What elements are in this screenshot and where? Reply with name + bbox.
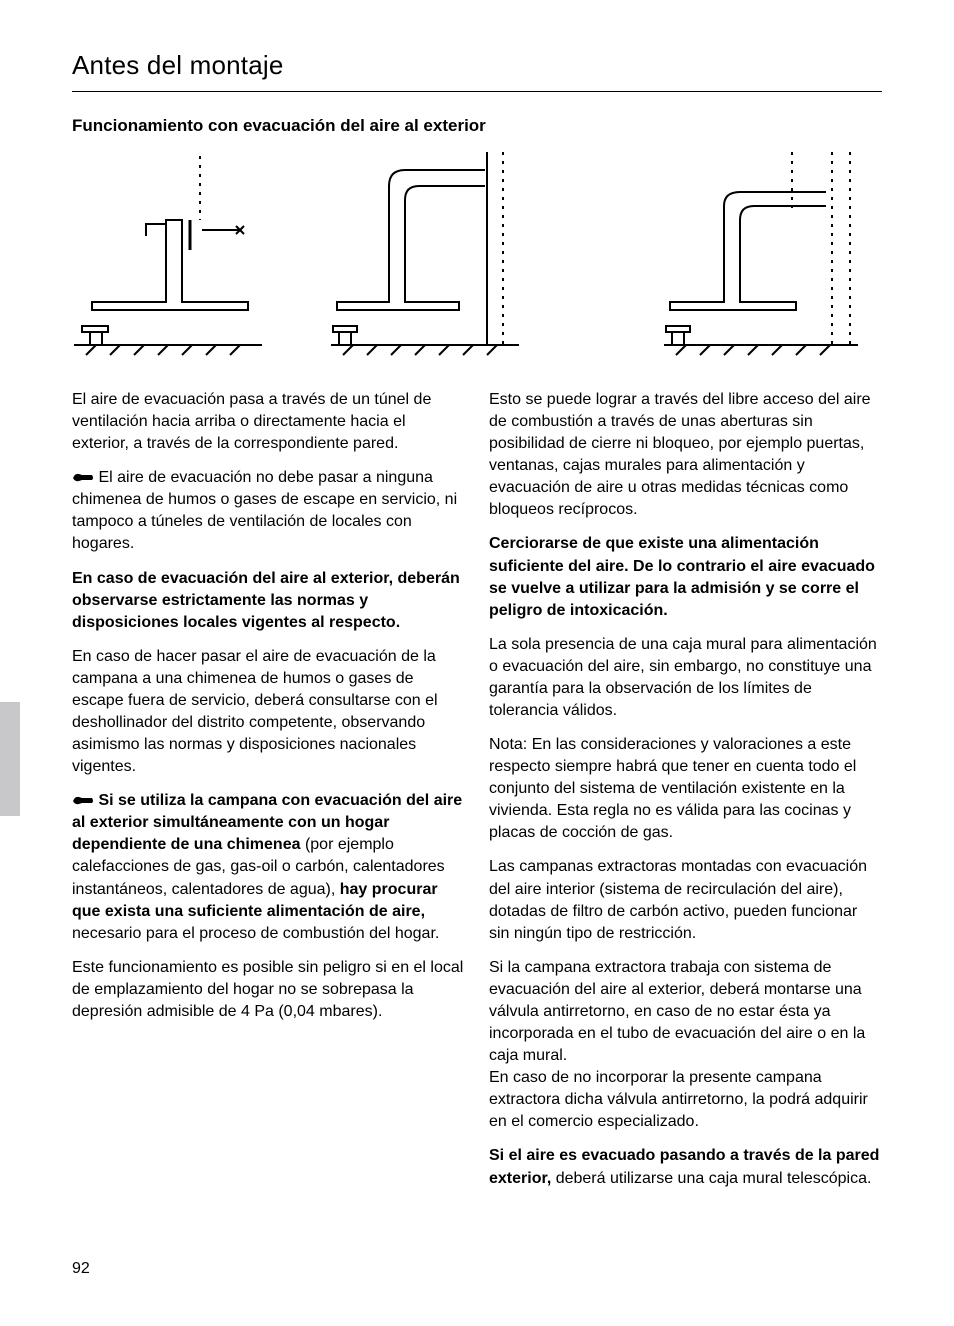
column-right: Esto se puede lograr a través del libre … bbox=[489, 389, 882, 1202]
page-number: 92 bbox=[72, 1260, 90, 1278]
hand-icon bbox=[72, 792, 98, 809]
p-cerciorarse: Cerciorarse de que existe una alimenta­c… bbox=[489, 533, 882, 621]
p-aire-evacuacion: El aire de evacuación pasa a través de u… bbox=[72, 389, 465, 455]
p7-text: deberá utilizarse una caja mural telescó… bbox=[551, 1170, 871, 1187]
diagram-row bbox=[72, 150, 882, 365]
p-simultaneo: Si se utiliza la campana con evacuación … bbox=[72, 790, 465, 945]
text-no-chimenea: El aire de evacuación no debe pasar a ni… bbox=[72, 469, 457, 552]
diagram-exhaust-vertical bbox=[72, 150, 292, 365]
p-valvula: Si la campana extractora trabaja con sis… bbox=[489, 957, 882, 1067]
p-pared-exterior: Si el aire es evacuado pasando a través … bbox=[489, 1145, 882, 1189]
page-title: Antes del montaje bbox=[72, 50, 882, 81]
p5-bold1: Si se utiliza la campana con evacuación … bbox=[72, 792, 462, 853]
p5-text2: necesario para el proceso de combustión … bbox=[72, 925, 439, 942]
diagram-exhaust-through-wall bbox=[329, 150, 549, 365]
p-acceso-libre: Esto se puede lograr a través del libre … bbox=[489, 389, 882, 521]
p-deshollinador: En caso de hacer pasar el aire de evacua… bbox=[72, 646, 465, 778]
p-valvula-a: Si la campana extractora trabaja con sis… bbox=[489, 959, 865, 1064]
p-caja-mural: La sola presencia de una caja mural para… bbox=[489, 634, 882, 722]
p-normas: En caso de evacuación del aire al exteri… bbox=[72, 568, 465, 634]
p-depresion: Este funcionamiento es posible sin pelig… bbox=[72, 957, 465, 1023]
section-subtitle: Funcionamiento con evacuación del aire a… bbox=[72, 116, 882, 136]
p-nota: Nota: En las consideraciones y valoracio… bbox=[489, 734, 882, 844]
column-left: El aire de evacuación pasa a través de u… bbox=[72, 389, 465, 1202]
p-no-chimenea: El aire de evacuación no debe pasar a ni… bbox=[72, 467, 465, 555]
p-recirculacion: Las campanas extractoras montadas con ev… bbox=[489, 856, 882, 944]
side-tab bbox=[0, 702, 20, 816]
title-row: Antes del montaje bbox=[72, 50, 882, 92]
diagram-exhaust-to-shaft bbox=[662, 150, 882, 365]
hand-icon bbox=[72, 469, 98, 486]
p-valvula-b: En caso de no incorporar la presente cam… bbox=[489, 1067, 882, 1133]
